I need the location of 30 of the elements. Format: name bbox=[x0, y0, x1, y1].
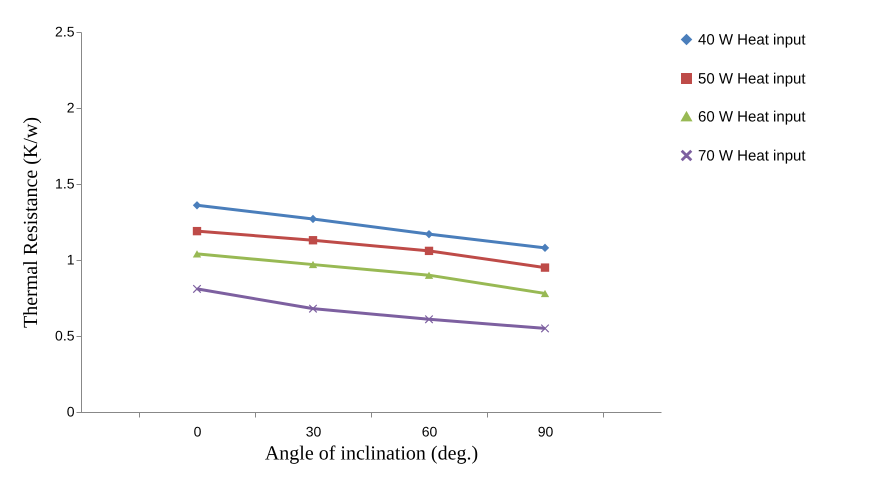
x-tick-label: 30 bbox=[306, 424, 322, 440]
point bbox=[424, 315, 434, 324]
point bbox=[540, 290, 550, 298]
x-tick-label: 60 bbox=[422, 424, 438, 440]
legend-label: 70 W Heat input bbox=[698, 148, 806, 164]
y-tick-label: 2 bbox=[66, 100, 75, 116]
y-axis-title: Thermal Resistance (K/w) bbox=[20, 116, 42, 328]
legend-label: 50 W Heat input bbox=[698, 70, 806, 88]
y-tick-label: 1 bbox=[66, 252, 75, 268]
point bbox=[308, 260, 318, 268]
legend-label: 40 W Heat input bbox=[698, 32, 806, 48]
point bbox=[192, 201, 202, 210]
y-tick-label: 1.5 bbox=[55, 176, 75, 192]
point bbox=[192, 284, 202, 294]
x-axis-title: Angle of inclination (deg.) bbox=[264, 442, 478, 464]
y-tick-label: 0.5 bbox=[55, 328, 75, 344]
point bbox=[308, 304, 318, 313]
point bbox=[308, 214, 318, 224]
y-tick-label: 2.5 bbox=[55, 24, 75, 40]
x-tick-label: 0 bbox=[194, 424, 202, 440]
point bbox=[192, 226, 202, 236]
point bbox=[308, 236, 318, 244]
point bbox=[540, 263, 550, 272]
y-tick-label: 0 bbox=[66, 404, 75, 420]
x-tick-label: 90 bbox=[538, 424, 554, 440]
legend-label: 60 W Heat input bbox=[698, 108, 806, 126]
point bbox=[192, 250, 202, 258]
point bbox=[540, 324, 550, 333]
point bbox=[424, 272, 434, 279]
point bbox=[424, 246, 434, 256]
